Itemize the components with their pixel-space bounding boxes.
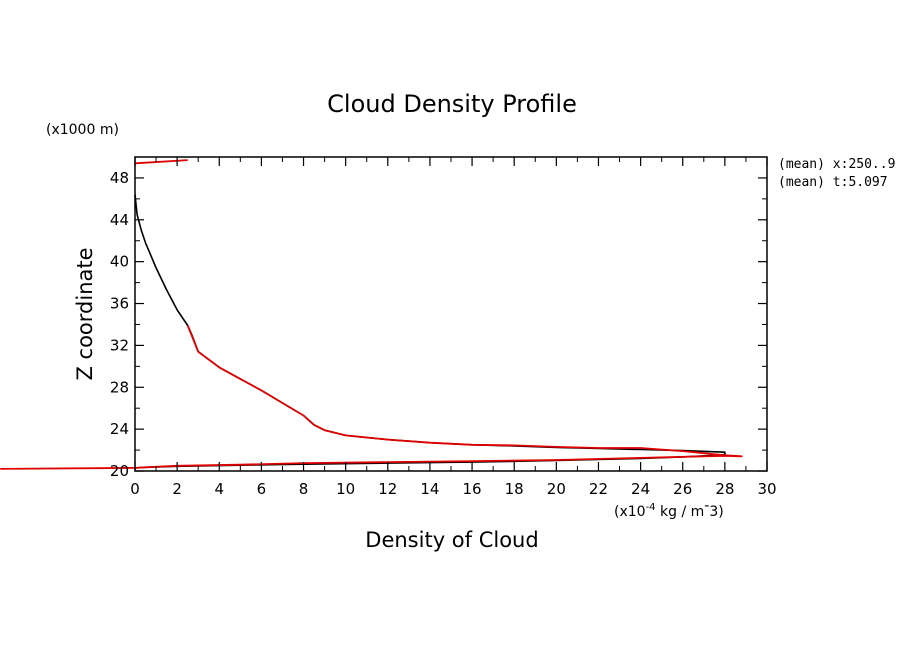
x-units-label: (x10-4 kg / m-3) [614,498,724,520]
x-tick-label: 2 [172,480,182,498]
x-axis-label: Density of Cloud [365,528,538,552]
x-tick-label: 26 [673,480,692,498]
series-line-1 [134,194,726,469]
series-line-3 [134,159,188,165]
x-tick-label: 4 [214,480,224,498]
x-tick-label: 24 [631,480,650,498]
y-tick-label: 28 [110,378,129,396]
x-tick-label: 22 [589,480,608,498]
x-tick-label: 10 [336,480,355,498]
y-units-label: (x1000 m) [46,122,119,138]
y-tick-label: 44 [110,211,129,229]
y-tick-label: 48 [110,169,129,187]
x-tick-label: 30 [757,480,776,498]
side-label-t: (mean) t:5.097 [778,175,888,190]
x-tick-label: 6 [257,480,267,498]
y-tick-label: 20 [110,462,129,480]
x-tick-label: 8 [299,480,309,498]
y-tick-label: 36 [110,295,129,313]
side-label-x: (mean) x:250..9 [778,157,895,172]
x-tick-label: 28 [715,480,734,498]
tick-layer: 0 2 4 6 8 10 12 14 16 18 20 22 24 26 28 302024283236404… [110,157,777,498]
plot-frame [134,156,768,472]
x-tick-label: 0 [130,480,140,498]
y-tick-label: 32 [110,336,129,354]
x-tick-label: 12 [378,480,397,498]
x-tick-label: 18 [505,480,524,498]
x-tick-label: 20 [547,480,566,498]
y-tick-label: 40 [110,253,129,271]
y-axis-label: Z coordinate [73,247,97,380]
x-tick-label: 16 [463,480,482,498]
y-tick-label: 24 [110,420,129,438]
x-tick-label: 14 [420,480,439,498]
chart-title: Cloud Density Profile [327,90,577,118]
